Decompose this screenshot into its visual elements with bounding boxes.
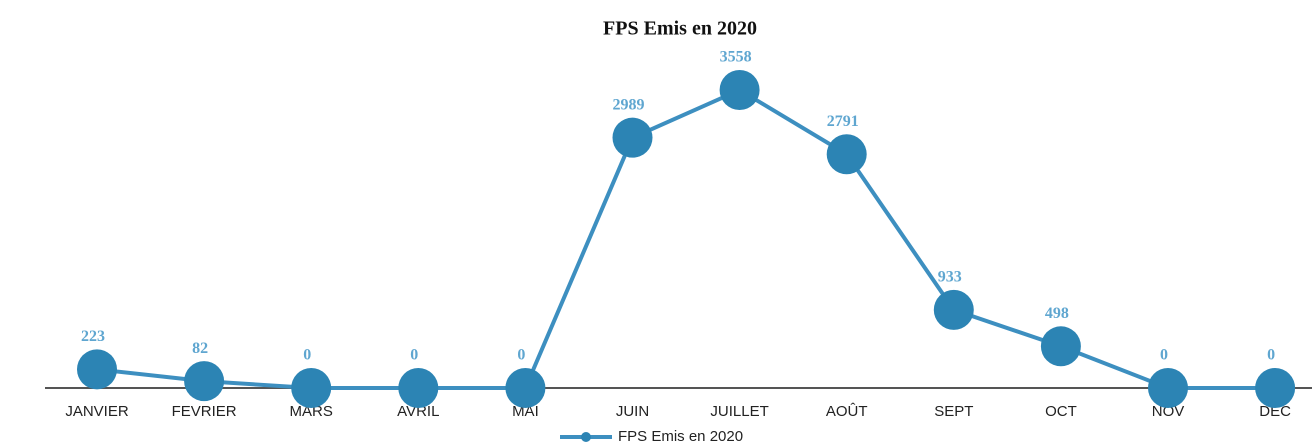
data-point: [77, 349, 117, 390]
x-tick-label: AOÛT: [826, 403, 868, 420]
data-label: 498: [1045, 305, 1069, 322]
data-point: [826, 134, 867, 175]
data-point: [291, 368, 332, 408]
data-point: [184, 361, 225, 402]
x-tick-label: JUIN: [616, 403, 649, 420]
x-tick-label: NOV: [1152, 403, 1185, 420]
x-tick-label: DEC: [1259, 403, 1291, 420]
data-label: 2989: [613, 96, 645, 113]
data-point: [398, 368, 439, 408]
data-label: 0: [1160, 347, 1168, 364]
data-point: [719, 70, 760, 111]
data-label: 2791: [827, 113, 859, 130]
x-tick-label: MARS: [290, 403, 333, 420]
data-label: 3558: [720, 49, 752, 66]
data-label: 0: [1267, 347, 1275, 364]
x-tick-label: AVRIL: [397, 403, 439, 420]
data-label: 223: [81, 328, 105, 345]
x-tick-label: SEPT: [934, 403, 973, 420]
data-point: [505, 368, 546, 408]
x-tick-label: FEVRIER: [172, 403, 237, 420]
data-point: [1040, 326, 1081, 367]
x-tick-label: OCT: [1045, 403, 1077, 420]
legend-label: FPS Emis en 2020: [618, 428, 743, 445]
data-point: [933, 289, 974, 330]
data-label: 0: [517, 347, 525, 364]
data-label: 933: [938, 269, 962, 286]
data-point: [1255, 368, 1296, 408]
chart-title: FPS Emis en 2020: [603, 18, 757, 40]
data-label: 82: [192, 340, 208, 357]
legend-marker: [581, 432, 591, 442]
data-point: [612, 117, 653, 158]
x-tick-label: JANVIER: [65, 403, 129, 420]
data-label: 0: [303, 347, 311, 364]
x-tick-label: JUILLET: [710, 403, 768, 420]
data-label: 0: [410, 347, 418, 364]
data-point: [1148, 368, 1188, 408]
x-tick-label: MAI: [512, 403, 539, 420]
